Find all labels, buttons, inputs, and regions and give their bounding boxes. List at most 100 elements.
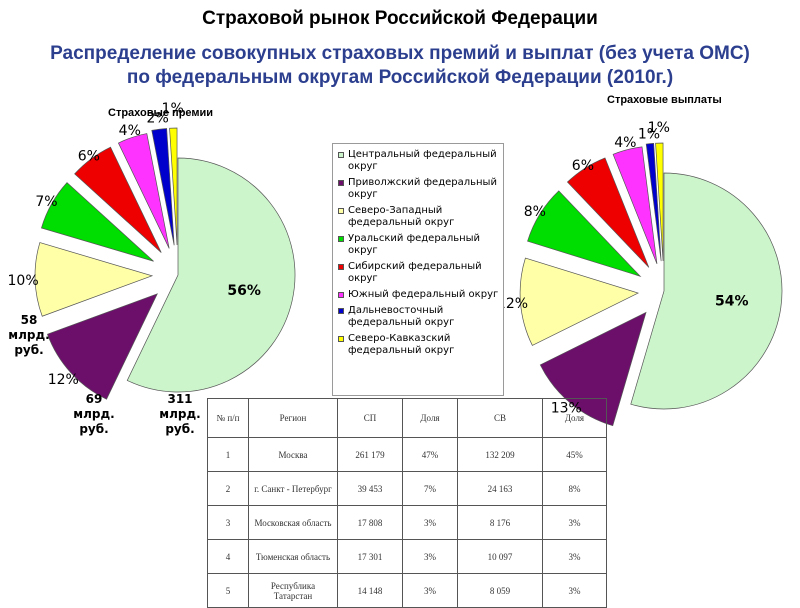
annotation-line: руб. bbox=[79, 422, 109, 436]
header-share-premiums: Доля bbox=[402, 398, 458, 438]
volume-annotation-central: 311 млрд. руб. bbox=[156, 392, 204, 437]
pie-slice-northcaucasus bbox=[169, 127, 178, 246]
table-row: 1 Москва 261 179 47% 132 209 45% bbox=[207, 437, 607, 472]
pie-slice-northwest bbox=[519, 257, 640, 346]
slice-label-central: 56% bbox=[227, 283, 261, 299]
header-share-payouts: Доля bbox=[542, 398, 607, 438]
pie-slice-volga bbox=[47, 293, 158, 400]
chart-legend: Центральный федеральный округ Приволжский… bbox=[332, 143, 504, 396]
table-row: 2 г. Санкт - Петербург 39 453 7% 24 163 … bbox=[207, 471, 607, 506]
pie-slice-south bbox=[612, 146, 658, 265]
legend-item-central: Центральный федеральный округ bbox=[338, 149, 499, 173]
legend-label: Дальневосточный федеральный округ bbox=[348, 305, 455, 328]
volume-annotation-volga: 69 млрд. руб. bbox=[70, 392, 118, 437]
header-region: Регион bbox=[248, 398, 338, 438]
pie-slice-ural bbox=[41, 182, 154, 262]
header-sp: СП bbox=[337, 398, 403, 438]
cell-sp: 14 148 bbox=[337, 573, 403, 608]
subtitle-line-1: Распределение совокупных страховых преми… bbox=[50, 43, 750, 64]
cell-share-premiums: 7% bbox=[402, 471, 458, 506]
annotation-line: млрд. bbox=[159, 407, 201, 421]
page-subtitle: Распределение совокупных страховых преми… bbox=[0, 42, 800, 90]
slice-label-south: 4% bbox=[614, 135, 636, 151]
annotation-line: 69 bbox=[85, 392, 103, 406]
annotation-line: руб. bbox=[14, 343, 44, 357]
annotation-line: 311 bbox=[167, 392, 193, 406]
legend-swatch bbox=[338, 236, 344, 242]
cell-share-premiums: 3% bbox=[402, 505, 458, 540]
slice-label-central: 54% bbox=[715, 294, 749, 310]
pie-slice-central bbox=[630, 172, 783, 410]
slice-label-fareast: 2% bbox=[147, 110, 169, 126]
slice-label-northcaucasus: 1% bbox=[162, 101, 184, 117]
slice-label-northwest: 12% bbox=[497, 296, 528, 312]
legend-label: Северо-Западный федеральный округ bbox=[348, 205, 455, 228]
cell-num: 1 bbox=[207, 437, 249, 472]
legend-item-south: Южный федеральный округ bbox=[338, 289, 499, 301]
header-num: № п/п bbox=[207, 398, 249, 438]
pie-slice-central bbox=[126, 157, 296, 393]
pie-slice-northcaucasus bbox=[655, 142, 664, 262]
slice-label-ural: 8% bbox=[524, 204, 546, 220]
legend-swatch bbox=[338, 180, 344, 186]
pie-slice-siberia bbox=[74, 146, 162, 253]
legend-swatch bbox=[338, 292, 344, 298]
legend-swatch bbox=[338, 336, 344, 342]
cell-sv: 24 163 bbox=[457, 471, 543, 506]
legend-item-ural: Уральский федеральный округ bbox=[338, 233, 499, 257]
annotation-line: 58 bbox=[20, 313, 38, 327]
table-row: 5 Республика Татарстан 14 148 3% 8 059 3… bbox=[207, 573, 607, 608]
cell-share-payouts: 8% bbox=[542, 471, 607, 506]
cell-sv: 8 176 bbox=[457, 505, 543, 540]
legend-label: Южный федеральный округ bbox=[348, 289, 499, 300]
cell-sp: 39 453 bbox=[337, 471, 403, 506]
slice-label-siberia: 6% bbox=[572, 158, 594, 174]
cell-share-payouts: 45% bbox=[542, 437, 607, 472]
legend-item-volga: Приволжский федеральный округ bbox=[338, 177, 499, 201]
cell-sv: 8 059 bbox=[457, 573, 543, 608]
pie-slice-siberia bbox=[566, 157, 650, 268]
cell-num: 2 bbox=[207, 471, 249, 506]
annotation-line: руб. bbox=[165, 422, 195, 436]
legend-item-siberia: Сибирский федеральный округ bbox=[338, 261, 499, 285]
payouts-chart-title: Страховые выплаты bbox=[607, 94, 722, 106]
page-title: Страховой рынок Российской Федерации bbox=[202, 8, 598, 29]
slice-label-south: 4% bbox=[119, 123, 141, 139]
legend-swatch bbox=[338, 308, 344, 314]
cell-region: Москва bbox=[248, 437, 338, 472]
cell-sp: 17 301 bbox=[337, 539, 403, 574]
regions-table: № п/п Регион СП Доля СВ Доля 1 Москва 26… bbox=[207, 398, 607, 608]
premiums-chart-title: Страховые премии bbox=[108, 107, 214, 119]
slice-label-ural: 7% bbox=[35, 194, 57, 210]
cell-region: г. Санкт - Петербург bbox=[248, 471, 338, 506]
legend-label: Северо-Кавказский федеральный округ bbox=[348, 333, 455, 356]
cell-num: 5 bbox=[207, 573, 249, 608]
legend-item-fareast: Дальневосточный федеральный округ bbox=[338, 305, 499, 329]
annotation-line: млрд. bbox=[8, 328, 50, 342]
cell-share-payouts: 3% bbox=[542, 573, 607, 608]
pie-slice-ural bbox=[527, 190, 642, 277]
legend-item-northcaucasus: Северо-Кавказский федеральный округ bbox=[338, 333, 499, 357]
legend-swatch bbox=[338, 264, 344, 270]
header-sv: СВ bbox=[457, 398, 543, 438]
annotation-line: млрд. bbox=[73, 407, 115, 421]
cell-region: Республика Татарстан bbox=[248, 573, 338, 608]
legend-item-northwest: Северо-Западный федеральный округ bbox=[338, 205, 499, 229]
pie-slice-fareast bbox=[645, 143, 662, 262]
legend-label: Центральный федеральный округ bbox=[348, 149, 497, 172]
legend-label: Сибирский федеральный округ bbox=[348, 261, 482, 284]
cell-share-payouts: 3% bbox=[542, 539, 607, 574]
slice-label-northcaucasus: 1% bbox=[648, 120, 670, 136]
slice-label-volga: 12% bbox=[48, 372, 79, 388]
cell-share-premiums: 3% bbox=[402, 539, 458, 574]
volume-annotation-northwest: 58 млрд. руб. bbox=[6, 313, 52, 358]
legend-label: Уральский федеральный округ bbox=[348, 233, 481, 256]
pie-slice-fareast bbox=[151, 128, 175, 246]
cell-num: 3 bbox=[207, 505, 249, 540]
cell-sv: 10 097 bbox=[457, 539, 543, 574]
cell-num: 4 bbox=[207, 539, 249, 574]
cell-region: Тюменская область bbox=[248, 539, 338, 574]
slice-label-fareast: 1% bbox=[638, 127, 660, 143]
